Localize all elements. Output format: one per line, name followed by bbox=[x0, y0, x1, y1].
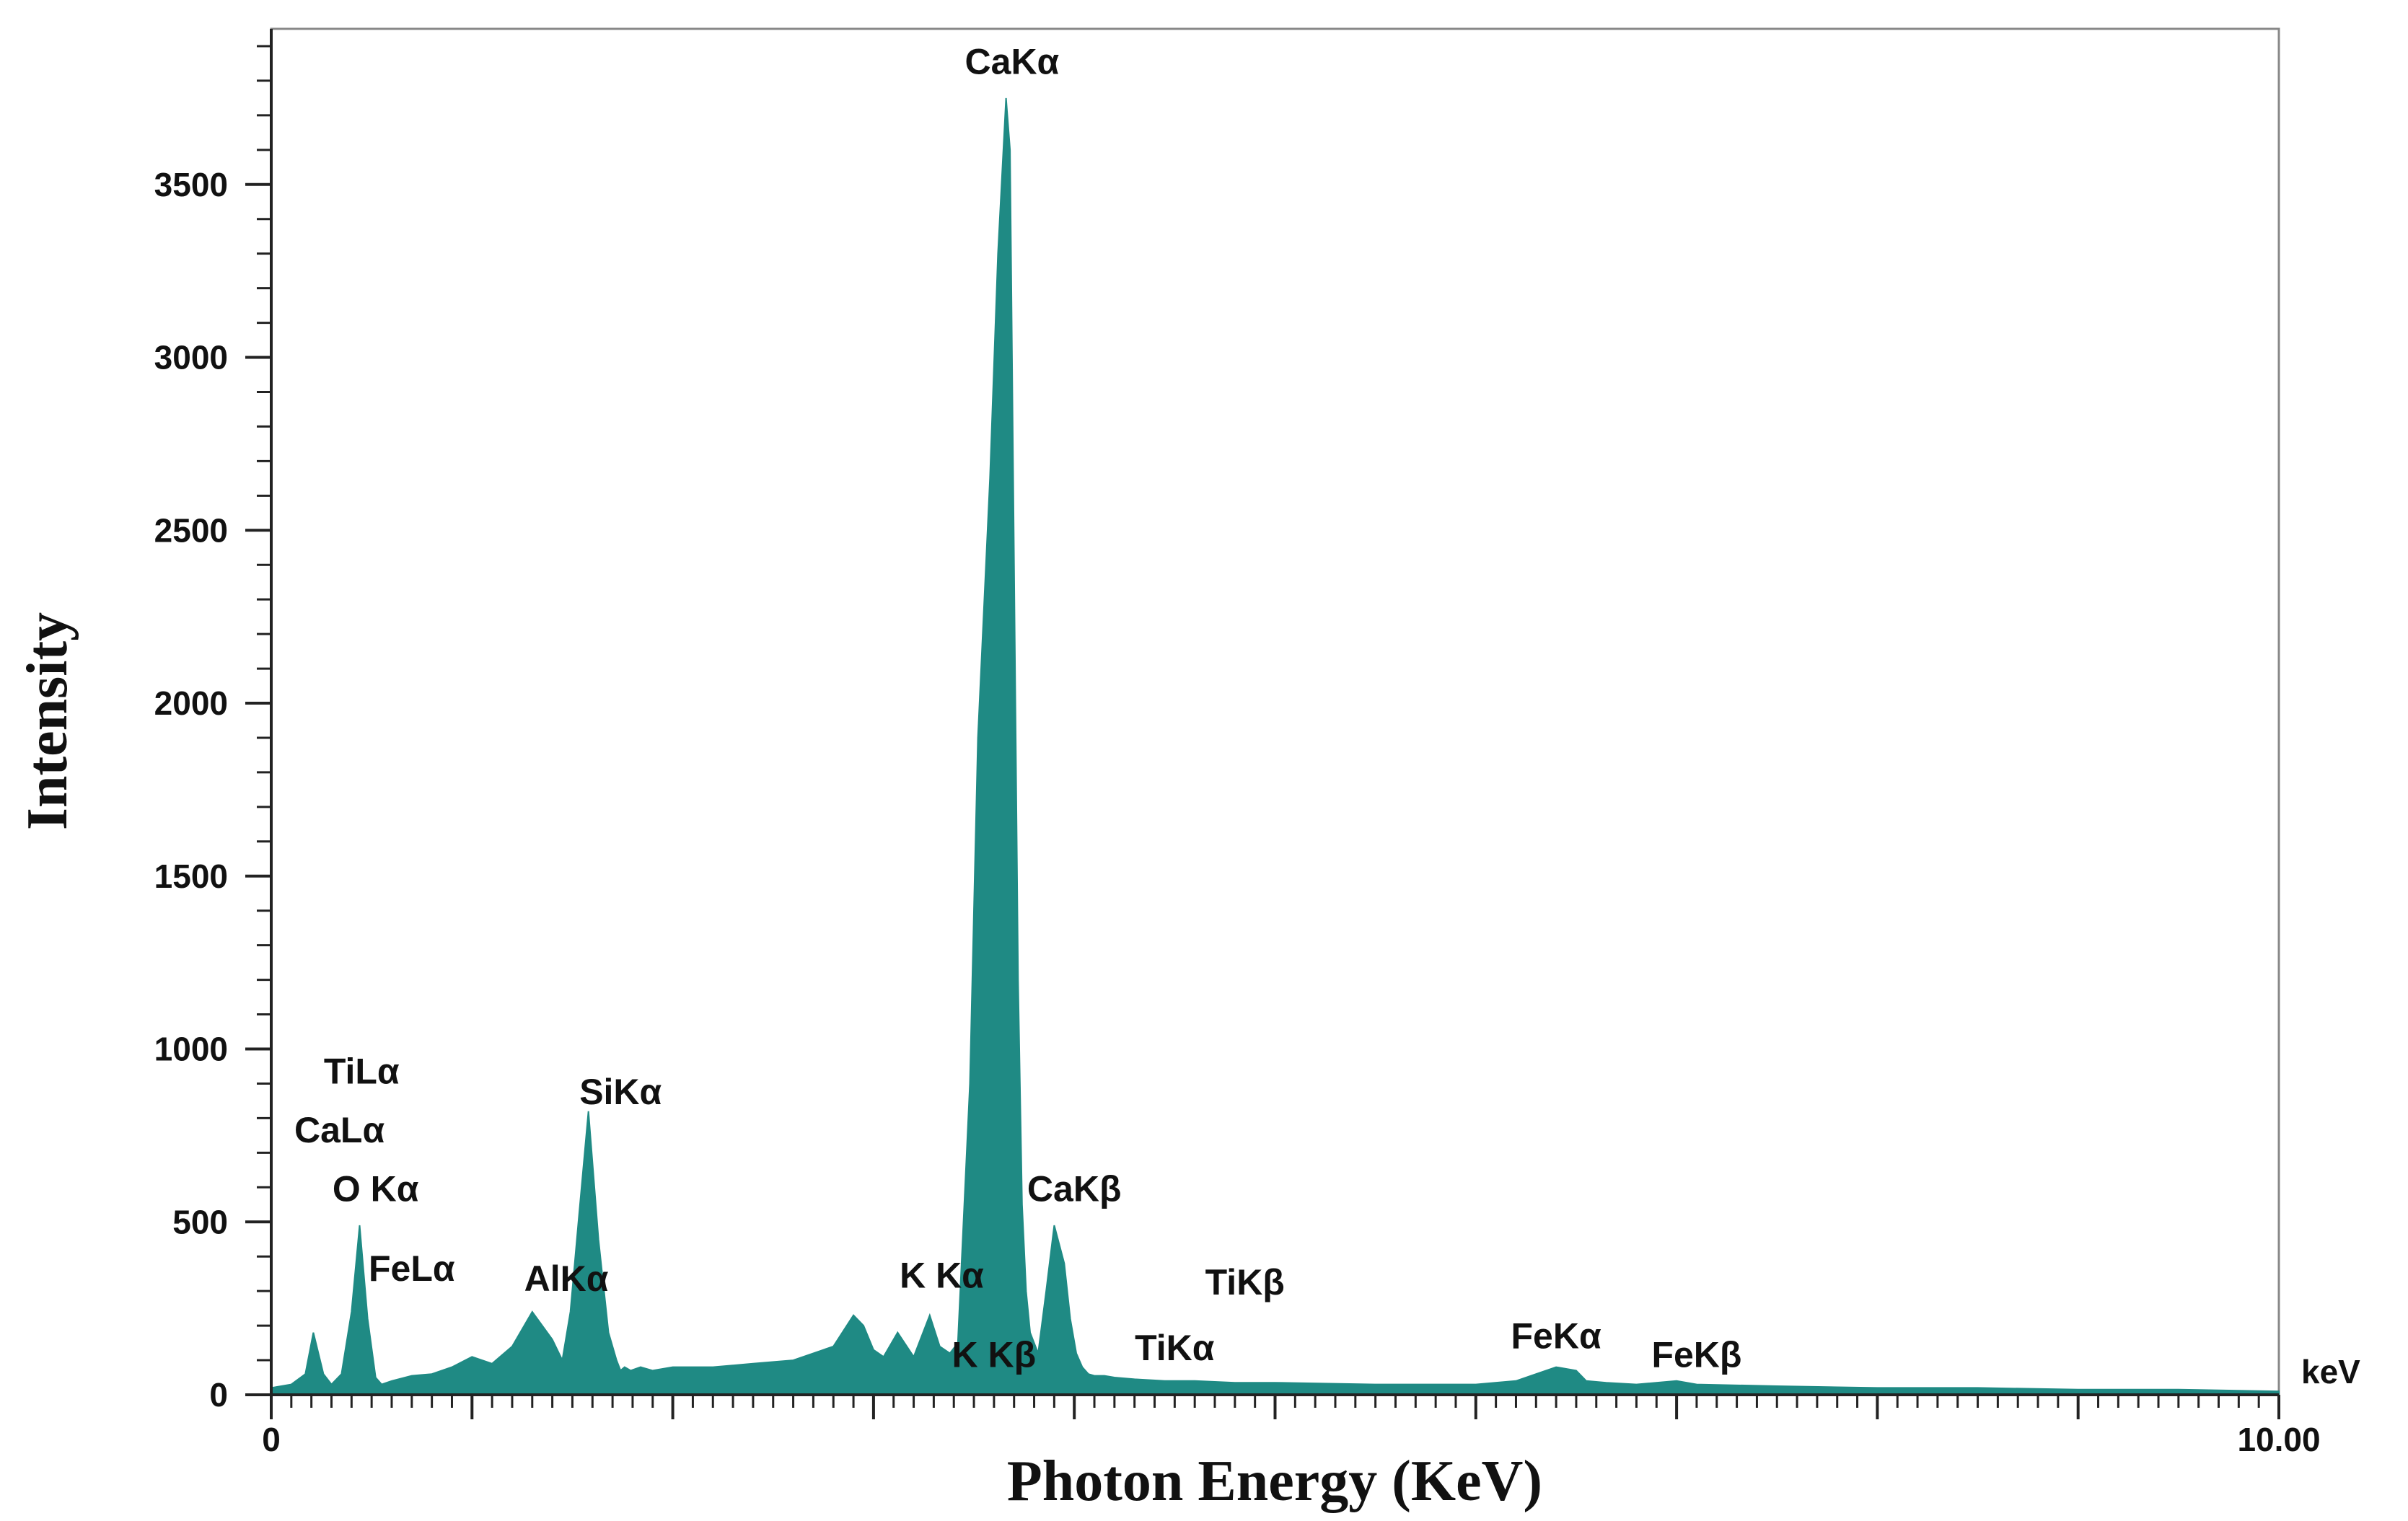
x-tick-layer bbox=[270, 1395, 2280, 1419]
peak-label: K Kβ bbox=[952, 1335, 1037, 1375]
x-unit-label: keV bbox=[2301, 1353, 2360, 1390]
spectrum-area bbox=[271, 97, 2280, 1396]
peak-label: AlKα bbox=[524, 1258, 609, 1299]
peak-label: CaKα bbox=[965, 41, 1060, 81]
peak-label: O Kα bbox=[333, 1168, 419, 1209]
spectrum-layer bbox=[271, 97, 2280, 1396]
y-tick-layer: 0 500 1000 1500 2000 2500 3000 3500 bbox=[154, 45, 271, 1414]
plot-frame bbox=[270, 27, 2280, 1396]
peak-label: TiKβ bbox=[1205, 1262, 1285, 1302]
y-tick-label: 1000 bbox=[154, 1031, 228, 1068]
peak-label: FeKβ bbox=[1651, 1335, 1741, 1375]
y-tick-label: 0 bbox=[209, 1376, 228, 1414]
y-tick-label: 3000 bbox=[154, 339, 228, 376]
peak-label: FeLα bbox=[369, 1248, 455, 1289]
peak-label: CaLα bbox=[294, 1110, 385, 1150]
y-tick-label: 3500 bbox=[154, 166, 228, 203]
y-tick-label: 1500 bbox=[154, 858, 228, 895]
peak-label: K Kα bbox=[900, 1255, 984, 1295]
peak-label: CaKβ bbox=[1027, 1168, 1122, 1209]
peak-label: TiKα bbox=[1135, 1328, 1215, 1368]
peak-label: FeKα bbox=[1511, 1315, 1601, 1356]
y-tick-label: 2000 bbox=[154, 684, 228, 722]
y-axis-title: Intensity bbox=[16, 612, 79, 830]
y-tick-label: 500 bbox=[172, 1203, 228, 1240]
annotation-layer: CaKα TiLα CaLα O Kα FeLα SiKα AlKα K Kα K Kβ CaKβ… bbox=[294, 41, 1741, 1375]
peak-label: TiLα bbox=[324, 1051, 400, 1091]
y-tick-label: 2500 bbox=[154, 511, 228, 549]
x-tick-label-10: 10.00 bbox=[2237, 1421, 2320, 1458]
peak-label: SiKα bbox=[579, 1072, 662, 1112]
x-axis-title: Photon Energy (KeV) bbox=[1007, 1450, 1542, 1513]
x-tick-label-0: 0 bbox=[262, 1421, 281, 1458]
